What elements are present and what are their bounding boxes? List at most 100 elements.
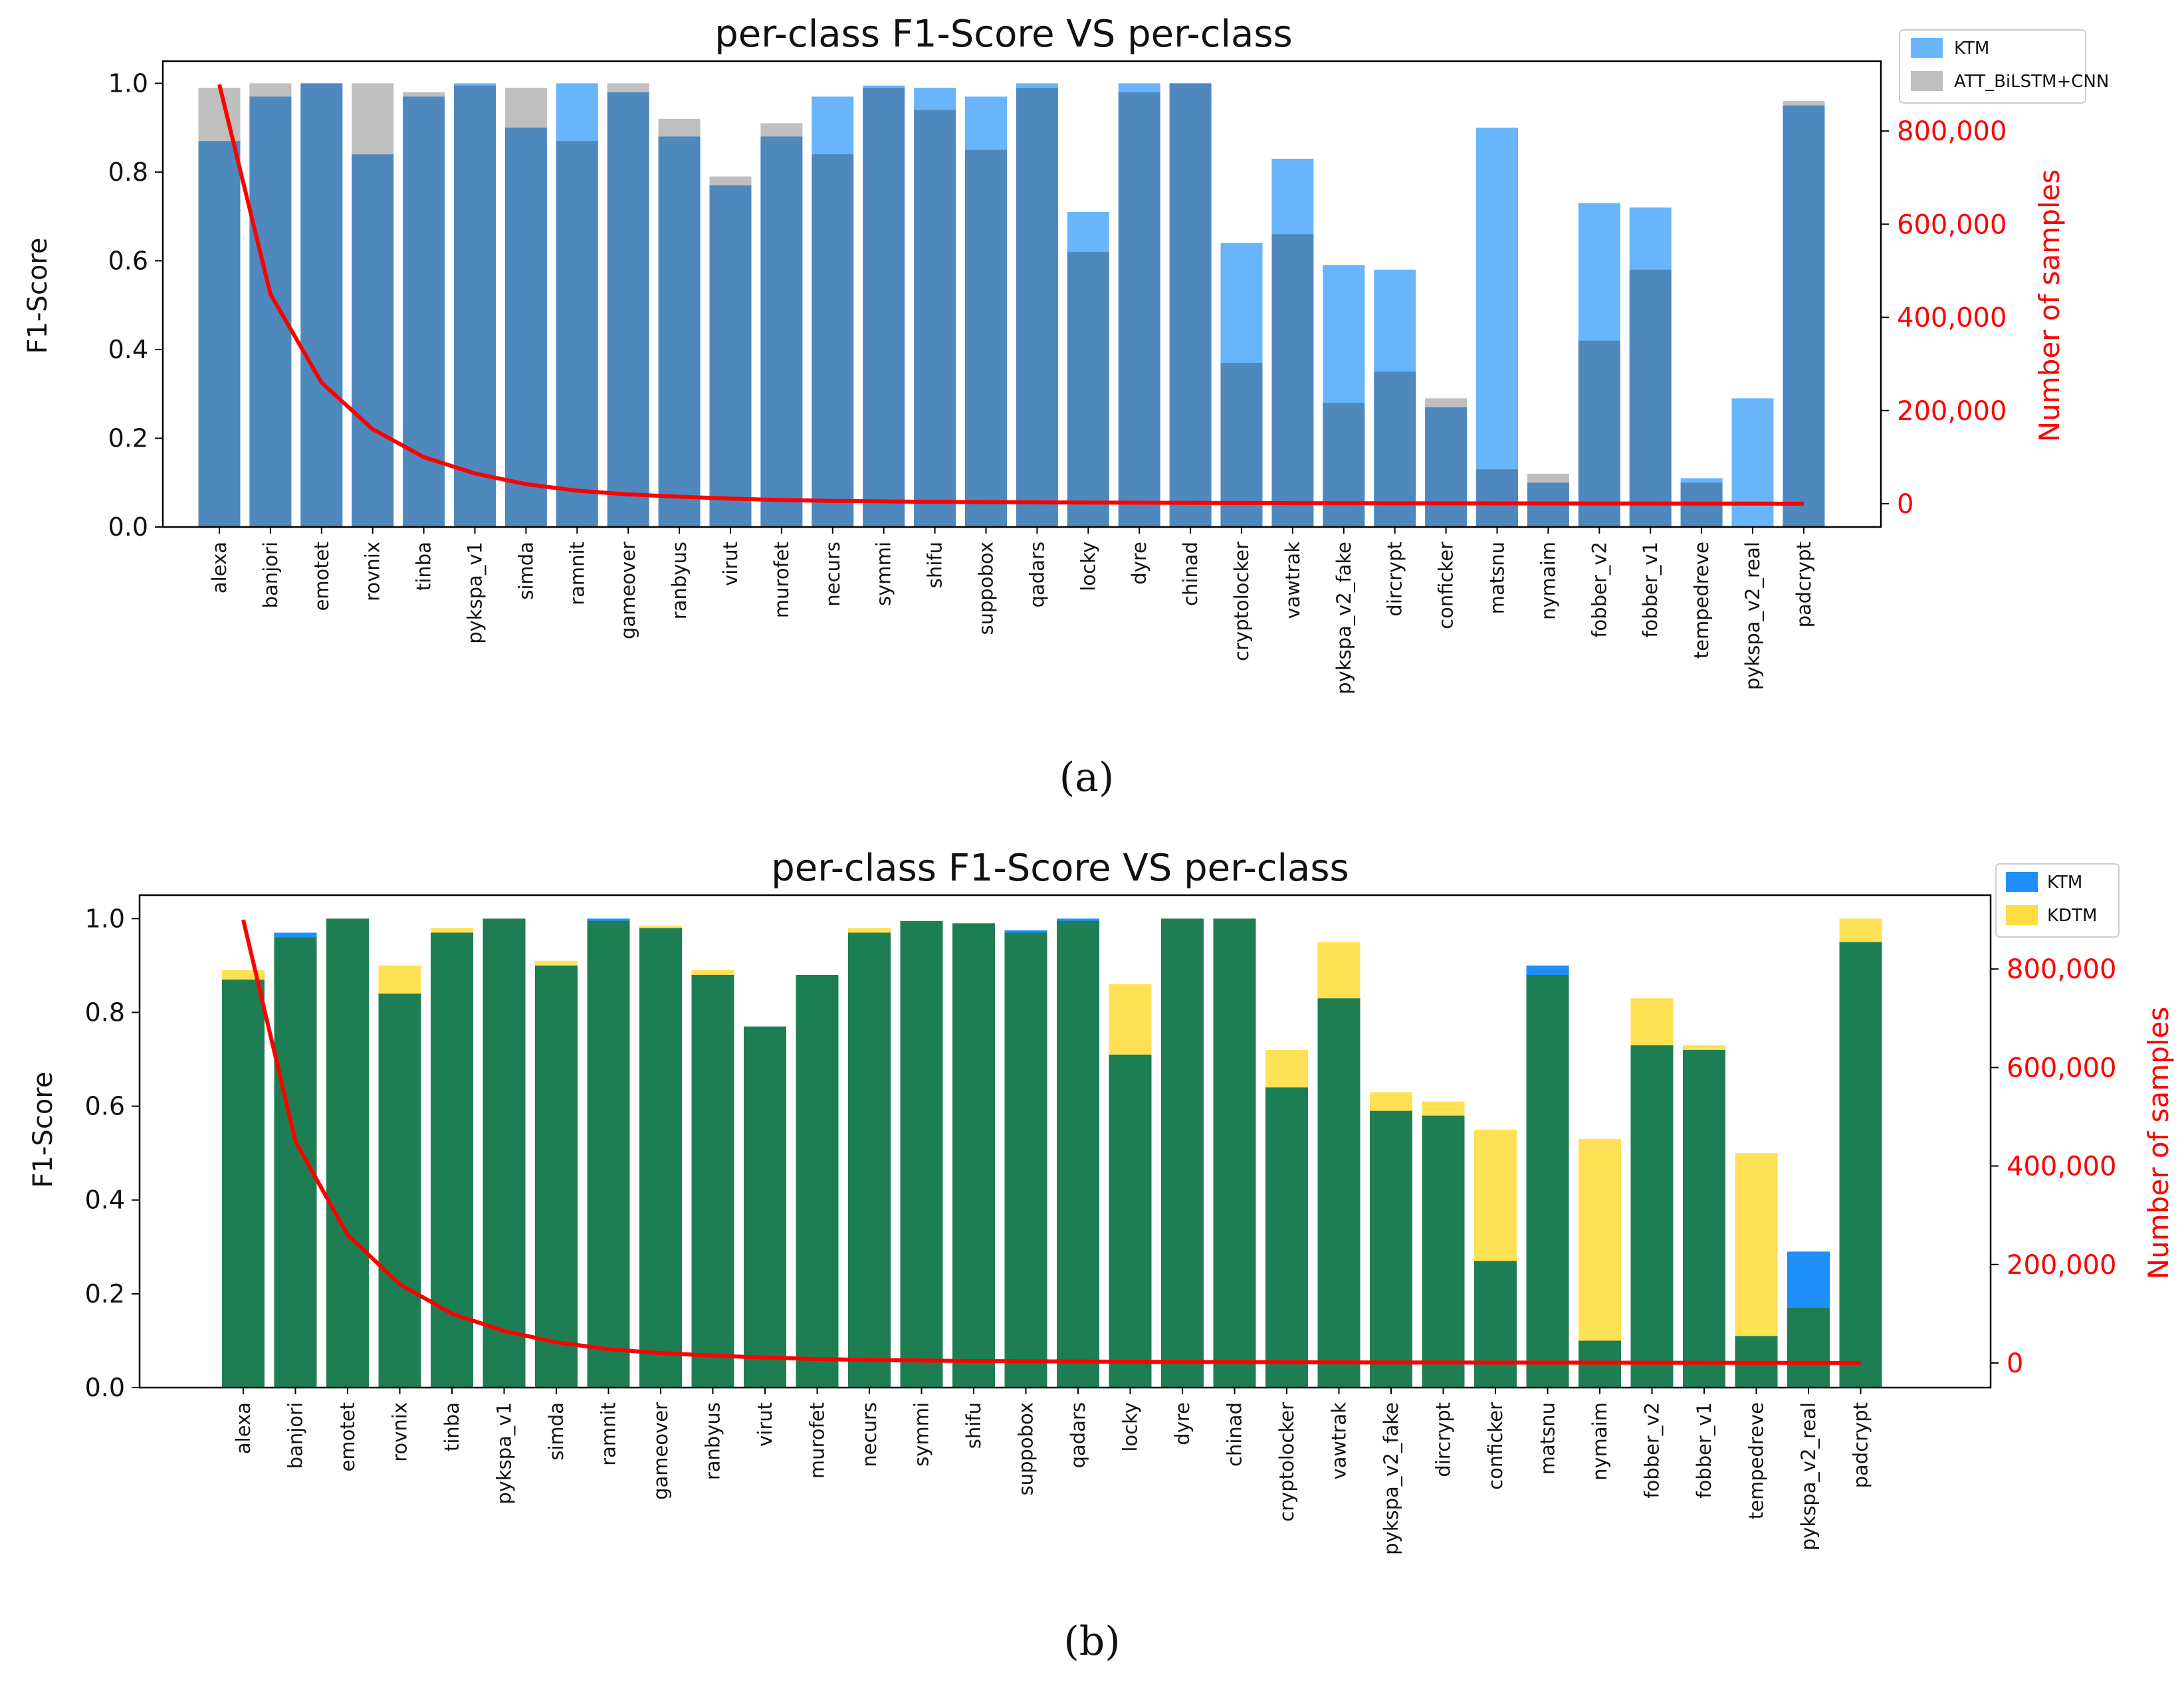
bar-b-kdtm-suppobox <box>1004 932 1047 1388</box>
x-tick-label-a-fobber_v1: fobber_v1 <box>1639 542 1662 638</box>
x-tick-label-a-pykspa_v1: pykspa_v1 <box>464 542 487 644</box>
x-tick-label-a-alexa: alexa <box>208 542 231 593</box>
bar-a-att-bilstm-cnn-chinad <box>1169 83 1212 527</box>
panel-b-y-axis-label: F1-Score <box>28 1072 58 1188</box>
bar-a-att-bilstm-cnn-tinba <box>403 92 445 527</box>
bar-a-att-bilstm-cnn-banjori <box>249 83 292 527</box>
x-tick-label-a-emotet: emotet <box>310 542 333 611</box>
x-tick-label-b-matsnu: matsnu <box>1537 1402 1559 1475</box>
x-tick-label-a-pykspa_v2_real: pykspa_v2_real <box>1741 542 1764 690</box>
x-tick-label-b-virut: virut <box>754 1402 776 1447</box>
panel-a-y-axis-label: F1-Score <box>23 238 53 354</box>
x-tick-label-a-cryptolocker: cryptolocker <box>1230 542 1253 661</box>
bar-a-att-bilstm-cnn-ramnit <box>556 141 598 527</box>
y2-tick-label-b-1: 200,000 <box>2007 1250 2116 1281</box>
panel-b-axes-frame <box>138 894 1992 1389</box>
bar-a-att-bilstm-cnn-locky <box>1067 252 1109 527</box>
x-tick-label-a-ranbyus: ranbyus <box>668 542 691 619</box>
panel-a-bars <box>198 83 1825 528</box>
y2-tick-label-a-1: 200,000 <box>1897 396 2007 427</box>
bar-a-att-bilstm-cnn-pykspa_v1 <box>454 85 496 527</box>
y-tick-label-b-5: 1.0 <box>85 904 125 933</box>
x-tick-label-a-symmi: symmi <box>873 542 895 606</box>
x-tick-label-a-murofet: murofet <box>770 542 793 618</box>
x-tick-label-a-ramnit: ramnit <box>566 542 588 605</box>
bar-b-kdtm-conficker <box>1474 1129 1517 1388</box>
x-tick-label-b-pykspa_v2_real: pykspa_v2_real <box>1797 1402 1820 1550</box>
bar-a-att-bilstm-cnn-cryptolocker <box>1220 362 1263 527</box>
bar-b-kdtm-emotet <box>326 918 369 1388</box>
panel-a-legend-swatch-att <box>1911 71 1943 91</box>
y2-tick-label-a-4: 800,000 <box>1897 116 2007 147</box>
x-tick-label-b-nymaim: nymaim <box>1588 1402 1611 1481</box>
bar-b-kdtm-locky <box>1109 984 1152 1388</box>
x-tick-label-a-conficker: conficker <box>1435 542 1458 629</box>
bar-b-kdtm-qadars <box>1057 920 1099 1388</box>
x-tick-label-a-suppobox: suppobox <box>975 542 998 635</box>
bar-b-kdtm-rovnix <box>378 965 421 1388</box>
x-tick-label-b-qadars: qadars <box>1067 1402 1089 1468</box>
bar-a-att-bilstm-cnn-symmi <box>863 88 905 528</box>
panel-b-title: per-class F1-Score VS per-class <box>771 847 1349 890</box>
bar-b-kdtm-fobber_v1 <box>1683 1045 1725 1388</box>
x-tick-label-b-gameover: gameover <box>649 1402 672 1500</box>
x-tick-label-b-alexa: alexa <box>232 1402 255 1454</box>
bar-b-kdtm-necurs <box>848 928 891 1388</box>
panel-a-subfigure-label: (a) <box>1059 754 1115 801</box>
x-tick-label-a-dyre: dyre <box>1128 542 1150 585</box>
x-tick-label-b-ranbyus: ranbyus <box>702 1402 724 1480</box>
x-tick-label-b-vawtrak: vawtrak <box>1328 1402 1351 1480</box>
x-tick-label-a-padcrypt: padcrypt <box>1793 542 1815 627</box>
x-tick-label-a-banjori: banjori <box>259 542 282 608</box>
bar-a-att-bilstm-cnn-vawtrak <box>1271 234 1314 527</box>
panel-a-title: per-class F1-Score VS per-class <box>714 13 1292 56</box>
panel-a: per-class F1-Score VS per-class F1-Score… <box>23 13 2109 801</box>
x-tick-label-a-chinad: chinad <box>1179 542 1202 606</box>
y-tick-label-b-1: 0.2 <box>85 1279 125 1309</box>
x-tick-label-a-vawtrak: vawtrak <box>1281 542 1304 619</box>
bar-b-kdtm-fobber_v2 <box>1630 998 1674 1388</box>
x-tick-label-b-simda: simda <box>545 1402 568 1461</box>
panel-b: per-class F1-Score VS per-class F1-Score… <box>28 847 2175 1665</box>
x-tick-label-a-pykspa_v2_fake: pykspa_v2_fake <box>1333 542 1355 694</box>
panel-b-y2-axis-label: Number of samples <box>2142 1007 2175 1279</box>
bar-a-att-bilstm-cnn-padcrypt <box>1783 101 1825 528</box>
x-tick-label-b-tinba: tinba <box>441 1402 463 1451</box>
bar-b-kdtm-dyre <box>1161 918 1204 1388</box>
bar-a-att-bilstm-cnn-pykspa_v2_fake <box>1323 403 1365 527</box>
panel-a-y2-axis-label: Number of samples <box>2033 169 2066 442</box>
x-tick-label-b-pykspa_v1: pykspa_v1 <box>493 1402 516 1505</box>
x-tick-label-b-necurs: necurs <box>858 1402 881 1467</box>
y2-tick-label-a-3: 600,000 <box>1897 209 2007 240</box>
y-tick-label-a-1: 0.2 <box>108 423 148 453</box>
y-tick-label-b-4: 0.8 <box>85 998 125 1027</box>
x-tick-label-a-rovnix: rovnix <box>362 542 384 601</box>
bar-a-att-bilstm-cnn-nymaim <box>1527 473 1569 527</box>
x-tick-label-b-suppobox: suppobox <box>1015 1402 1037 1495</box>
bar-b-kdtm-nymaim <box>1579 1138 1621 1388</box>
y-tick-label-b-0: 0.0 <box>85 1373 125 1402</box>
x-tick-label-b-dircrypt: dircrypt <box>1432 1402 1455 1477</box>
panel-a-legend-label-ktm: KTM <box>1954 39 1989 58</box>
bar-b-kdtm-cryptolocker <box>1265 1049 1308 1388</box>
x-tick-label-b-fobber_v1: fobber_v1 <box>1693 1402 1715 1499</box>
x-tick-label-b-dyre: dyre <box>1171 1402 1194 1445</box>
y2-tick-label-b-0: 0 <box>2007 1348 2023 1379</box>
x-tick-label-a-gameover: gameover <box>617 542 639 639</box>
bar-a-att-bilstm-cnn-simda <box>504 88 547 528</box>
panel-a-legend-swatch-ktm <box>1911 38 1943 58</box>
panel-a-legend: KTM ATT_BiLSTM+CNN <box>1899 29 2109 104</box>
x-tick-label-b-padcrypt: padcrypt <box>1850 1402 1872 1488</box>
x-tick-label-a-qadars: qadars <box>1026 542 1048 607</box>
y-tick-label-a-0: 0.0 <box>108 512 148 542</box>
bar-a-att-bilstm-cnn-alexa <box>198 88 241 528</box>
x-tick-label-a-tempedreve: tempedreve <box>1690 542 1713 659</box>
bar-b-kdtm-murofet <box>796 974 839 1388</box>
bar-b-kdtm-banjori <box>274 937 317 1388</box>
bar-a-att-bilstm-cnn-shifu <box>914 110 956 527</box>
y2-tick-label-a-2: 400,000 <box>1897 303 2007 334</box>
panel-a-legend-label-att: ATT_BiLSTM+CNN <box>1954 72 2109 92</box>
bar-a-att-bilstm-cnn-emotet <box>300 83 343 527</box>
bar-a-att-bilstm-cnn-necurs <box>812 154 854 527</box>
y-tick-label-a-2: 0.4 <box>108 335 148 364</box>
